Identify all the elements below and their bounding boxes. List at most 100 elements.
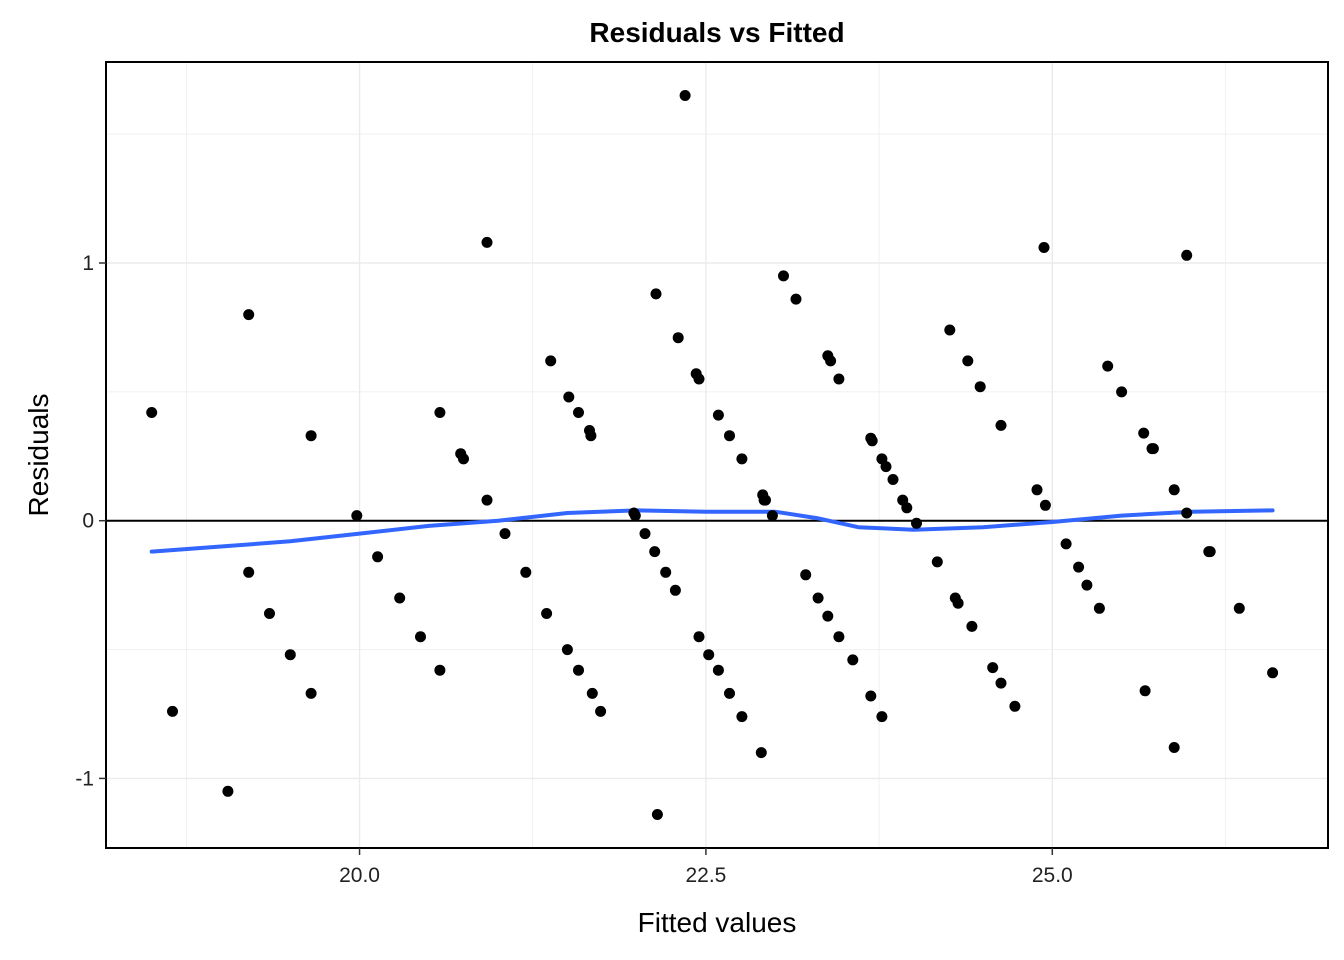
data-point xyxy=(865,690,877,702)
data-point xyxy=(987,662,999,674)
data-point xyxy=(305,687,317,699)
data-point xyxy=(415,631,426,643)
data-point xyxy=(649,546,661,558)
data-point xyxy=(760,494,771,506)
data-point xyxy=(573,407,584,418)
data-point xyxy=(901,502,913,514)
data-point xyxy=(1060,538,1072,550)
data-point xyxy=(800,569,812,581)
data-point xyxy=(766,510,778,522)
data-point xyxy=(499,528,511,540)
y-tick-label: 1 xyxy=(82,252,94,275)
data-point xyxy=(703,649,715,661)
data-point xyxy=(243,309,255,321)
data-point xyxy=(778,270,789,282)
data-point xyxy=(712,409,724,421)
data-point xyxy=(146,407,158,418)
data-point xyxy=(1168,742,1180,753)
data-point xyxy=(833,631,845,643)
data-point xyxy=(736,453,748,465)
data-point xyxy=(1073,561,1085,573)
data-point xyxy=(639,528,651,540)
data-point xyxy=(847,654,859,666)
data-point xyxy=(458,453,469,465)
data-point xyxy=(693,373,705,385)
data-point xyxy=(434,407,446,418)
data-point xyxy=(1031,484,1043,496)
data-point xyxy=(595,705,607,717)
data-point xyxy=(755,747,767,759)
data-point xyxy=(1233,602,1245,614)
data-point xyxy=(712,664,724,676)
chart-title: Residuals vs Fitted xyxy=(589,17,844,48)
data-point xyxy=(1102,360,1114,372)
data-point xyxy=(876,711,888,723)
data-point xyxy=(724,430,735,442)
loess-smooth-line xyxy=(149,508,1275,554)
data-point xyxy=(1081,579,1093,591)
data-point xyxy=(1147,443,1159,455)
data-point xyxy=(305,430,317,442)
data-point xyxy=(1204,546,1216,558)
data-point xyxy=(434,664,446,676)
data-point xyxy=(825,355,837,367)
data-point xyxy=(887,474,899,485)
data-point xyxy=(790,293,802,305)
data-point xyxy=(724,687,735,699)
y-axis-title: Residuals xyxy=(23,394,54,517)
data-point xyxy=(573,664,584,676)
data-point xyxy=(1116,386,1128,398)
data-point xyxy=(243,566,255,578)
data-point xyxy=(222,785,234,797)
data-point xyxy=(669,584,681,596)
data-point xyxy=(1168,484,1180,496)
data-point xyxy=(1138,427,1150,439)
data-point xyxy=(672,332,684,344)
data-point xyxy=(1139,685,1151,697)
data-point xyxy=(264,608,275,619)
x-tick-label: 22.5 xyxy=(685,864,726,887)
data-point xyxy=(1093,602,1105,614)
data-point xyxy=(880,461,892,473)
data-point xyxy=(561,644,573,656)
x-axis-title: Fitted values xyxy=(638,907,797,938)
data-point xyxy=(1038,242,1050,253)
x-tick-label: 25.0 xyxy=(1032,864,1073,887)
data-points xyxy=(146,90,1279,820)
data-point xyxy=(351,510,363,522)
data-point xyxy=(372,551,384,563)
data-point xyxy=(995,677,1007,689)
data-point xyxy=(822,610,834,622)
data-point xyxy=(812,592,824,604)
data-point xyxy=(833,373,845,385)
data-point xyxy=(693,631,705,643)
plot-border xyxy=(105,61,1329,849)
data-point xyxy=(1009,700,1021,712)
data-point xyxy=(1267,667,1279,679)
data-point xyxy=(962,355,974,367)
data-point xyxy=(660,566,672,578)
data-point xyxy=(1181,249,1193,261)
data-point xyxy=(1181,507,1193,519)
y-axis-ticks: -1 0 1 xyxy=(75,252,106,790)
data-point xyxy=(629,510,641,522)
data-point xyxy=(944,324,956,336)
data-point xyxy=(545,355,557,367)
data-point xyxy=(679,90,691,101)
data-point xyxy=(974,381,986,393)
data-point xyxy=(866,435,878,447)
data-point xyxy=(651,809,663,820)
data-point xyxy=(1039,499,1051,511)
data-point xyxy=(481,236,493,248)
data-point xyxy=(481,494,493,506)
data-point xyxy=(586,687,598,699)
plot-panel xyxy=(106,62,1328,848)
y-tick-label: -1 xyxy=(75,767,94,790)
data-point xyxy=(541,608,553,619)
data-point xyxy=(966,620,978,632)
data-point xyxy=(394,592,406,604)
x-axis-ticks: 20.0 22.5 25.0 xyxy=(339,848,1073,887)
data-point xyxy=(736,711,748,723)
x-tick-label: 20.0 xyxy=(339,864,380,887)
